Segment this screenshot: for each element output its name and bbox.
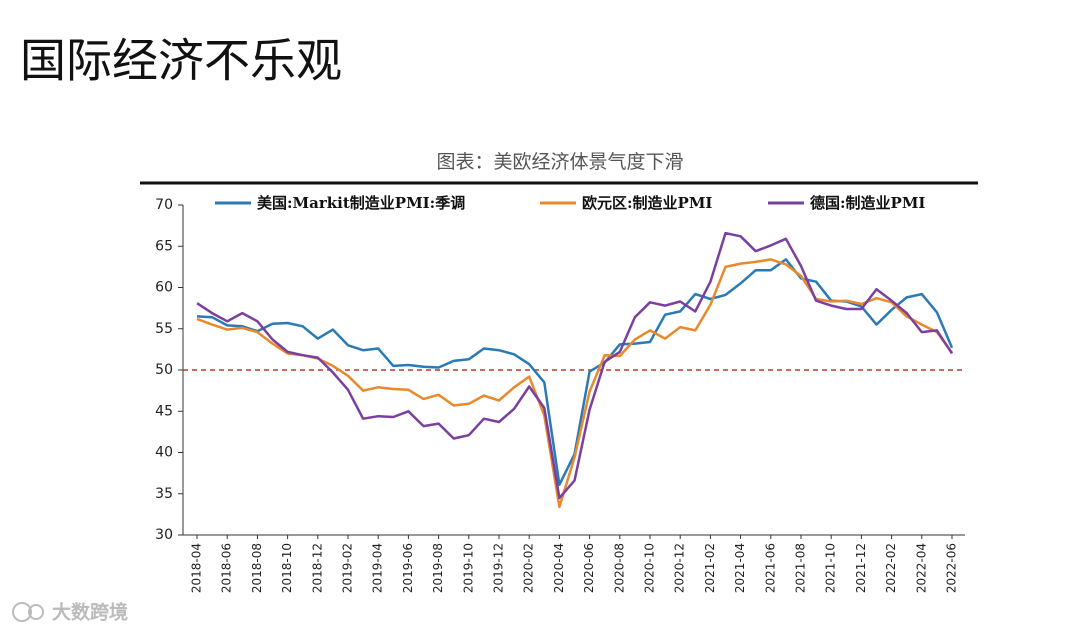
x-tick-label: 2019-06: [401, 543, 415, 593]
slide-title: 国际经济不乐观: [20, 34, 342, 88]
x-tick-label: 2018-12: [310, 543, 324, 593]
y-tick-label: 50: [155, 362, 173, 378]
x-tick-label: 2021-06: [763, 543, 777, 593]
legend-label: 欧元区:制造业PMI: [582, 194, 712, 212]
watermark: 大数跨境: [12, 601, 128, 624]
x-tick-label: 2022-02: [884, 543, 898, 593]
x-tick-label: 2020-12: [673, 543, 687, 593]
y-tick-label: 55: [155, 321, 173, 337]
x-tick-label: 2019-12: [492, 543, 506, 593]
x-tick-label: 2020-08: [612, 543, 626, 593]
y-tick-label: 35: [155, 486, 173, 502]
x-tick-label: 2018-04: [190, 543, 204, 593]
watermark-text: 大数跨境: [52, 601, 128, 624]
x-tick-label: 2018-06: [220, 543, 234, 593]
x-tick-label: 2021-10: [824, 543, 838, 593]
x-tick-label: 2019-10: [461, 543, 475, 593]
y-tick-label: 40: [155, 445, 173, 461]
series-line: [196, 231, 954, 500]
x-tick-label: 2018-10: [280, 543, 294, 593]
x-tick-label: 2020-02: [522, 543, 536, 593]
y-tick-label: 30: [155, 527, 173, 543]
y-tick-label: 65: [155, 238, 173, 254]
y-tick-label: 45: [155, 403, 173, 419]
watermark-icon: [28, 604, 44, 620]
x-tick-label: 2022-04: [914, 543, 928, 593]
x-tick-label: 2019-04: [371, 543, 385, 593]
y-tick-label: 60: [155, 280, 173, 296]
y-tick-label: 70: [155, 197, 173, 213]
legend-label: 美国:Markit制造业PMI:季调: [257, 194, 465, 212]
series-line: [196, 258, 954, 509]
watermark-icon: [12, 602, 32, 622]
x-tick-label: 2019-08: [431, 543, 445, 593]
x-tick-label: 2018-08: [250, 543, 264, 593]
x-tick-label: 2020-06: [582, 543, 596, 593]
series-line: [196, 258, 954, 486]
x-tick-label: 2020-10: [643, 543, 657, 593]
legend-label: 德国:制造业PMI: [810, 194, 925, 212]
x-tick-label: 2019-02: [341, 543, 355, 593]
x-tick-label: 2020-04: [552, 543, 566, 593]
chart-title: 图表：美欧经济体景气度下滑: [436, 151, 683, 173]
x-tick-label: 2021-04: [733, 543, 747, 593]
x-tick-label: 2022-06: [945, 543, 959, 593]
x-tick-label: 2021-02: [703, 543, 717, 593]
x-tick-label: 2021-12: [854, 543, 868, 593]
x-tick-label: 2021-08: [794, 543, 808, 593]
